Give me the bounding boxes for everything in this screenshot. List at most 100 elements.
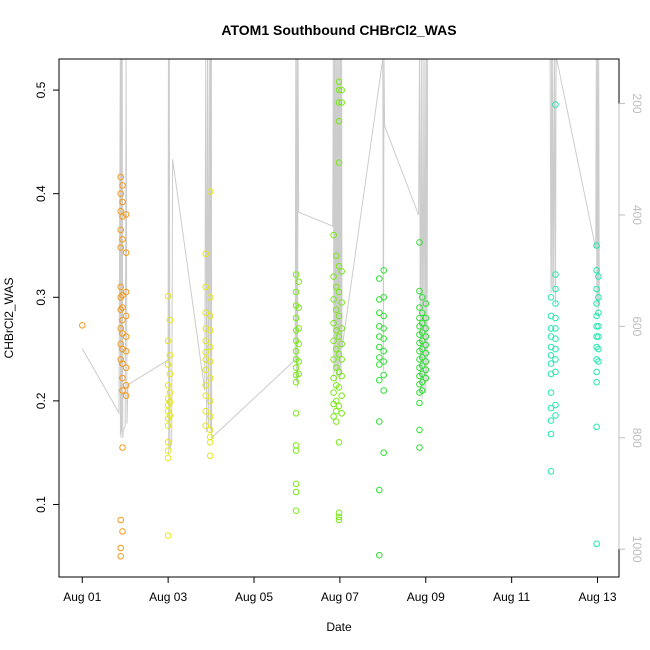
data-point (117, 173, 124, 181)
data-point (338, 325, 346, 332)
data-point (376, 309, 383, 317)
data-point (593, 378, 600, 386)
data-point (117, 190, 124, 197)
data-point (338, 86, 346, 94)
data-point (380, 325, 388, 332)
data-point (338, 372, 346, 380)
data-point (164, 454, 172, 462)
data-point (206, 439, 214, 446)
series-2 (292, 78, 346, 524)
data-point (206, 343, 214, 351)
data-point (117, 283, 124, 291)
data-point (422, 374, 430, 382)
data-point (338, 392, 346, 400)
data-point (166, 352, 174, 359)
data-point (164, 447, 172, 454)
data-point (335, 384, 343, 391)
data-point (593, 333, 600, 340)
data-point (593, 285, 600, 293)
data-point (416, 314, 423, 322)
data-point (552, 101, 559, 108)
data-point (333, 345, 340, 353)
data-point (335, 78, 343, 86)
data-point (295, 304, 303, 311)
data-point (202, 392, 209, 400)
data-point (292, 447, 300, 454)
data-point (422, 366, 430, 374)
data-point (595, 345, 602, 353)
data-point (164, 439, 172, 446)
data-point (119, 387, 126, 394)
data-point (547, 360, 555, 367)
data-point (595, 273, 602, 280)
data-point (206, 294, 214, 301)
data-point (206, 452, 214, 460)
data-point (295, 278, 303, 286)
data-point (164, 382, 172, 389)
data-point (335, 509, 343, 517)
data-point (292, 410, 300, 417)
secondary-line-layer (81, 58, 600, 455)
data-point (552, 356, 559, 363)
data-point (335, 402, 343, 410)
data-point (117, 306, 124, 314)
data-point (122, 249, 130, 256)
data-point (119, 360, 126, 367)
x-tick-label: Aug 09 (407, 590, 445, 604)
data-point (119, 528, 126, 535)
y2-tick-label: 400 (630, 205, 644, 225)
data-point (333, 407, 340, 415)
data-point (593, 343, 600, 351)
data-point (335, 159, 343, 166)
data-point (122, 382, 130, 389)
data-point (295, 370, 303, 378)
data-point (547, 468, 555, 475)
data-point (119, 345, 126, 353)
data-point (595, 323, 602, 330)
data-point (595, 358, 602, 365)
data-point (380, 449, 388, 457)
data-point (164, 292, 172, 300)
data-point (376, 275, 383, 282)
data-point (117, 356, 124, 363)
data-point (380, 267, 388, 274)
data-point (552, 345, 559, 353)
y2-axis: 200 400 600 800 1000 (618, 94, 644, 563)
data-point (595, 333, 602, 340)
y-axis-title: CHBrCl2_WAS (2, 278, 16, 359)
data-point (206, 312, 214, 320)
data-point (119, 304, 126, 311)
data-point (380, 387, 388, 394)
data-point (547, 430, 555, 438)
x-axis: Aug 01 Aug 03 Aug 05 Aug 07 Aug 09 Aug 11 Aug … (63, 576, 617, 604)
data-point (330, 374, 337, 382)
y-tick-label: 0.2 (34, 392, 48, 409)
data-point (330, 389, 337, 396)
data-point (595, 294, 602, 301)
data-point (416, 399, 423, 407)
data-point (119, 374, 126, 382)
data-point (333, 418, 340, 425)
data-point (552, 335, 559, 343)
data-point (330, 337, 337, 345)
data-point (380, 335, 388, 343)
data-point (202, 366, 209, 374)
data-point (418, 378, 426, 386)
data-point (552, 314, 559, 322)
data-point (295, 358, 303, 365)
data-point (292, 314, 300, 322)
data-point (117, 553, 124, 560)
data-point (335, 333, 343, 340)
data-point (166, 398, 174, 406)
data-point (338, 299, 346, 306)
data-point (119, 444, 126, 451)
x-tick-label: Aug 11 (493, 590, 530, 604)
data-point (547, 294, 555, 301)
data-point (552, 325, 559, 332)
data-point (552, 285, 559, 293)
data-point (117, 244, 124, 251)
data-point (292, 480, 300, 488)
data-point (416, 426, 423, 434)
secondary-line (81, 58, 600, 455)
